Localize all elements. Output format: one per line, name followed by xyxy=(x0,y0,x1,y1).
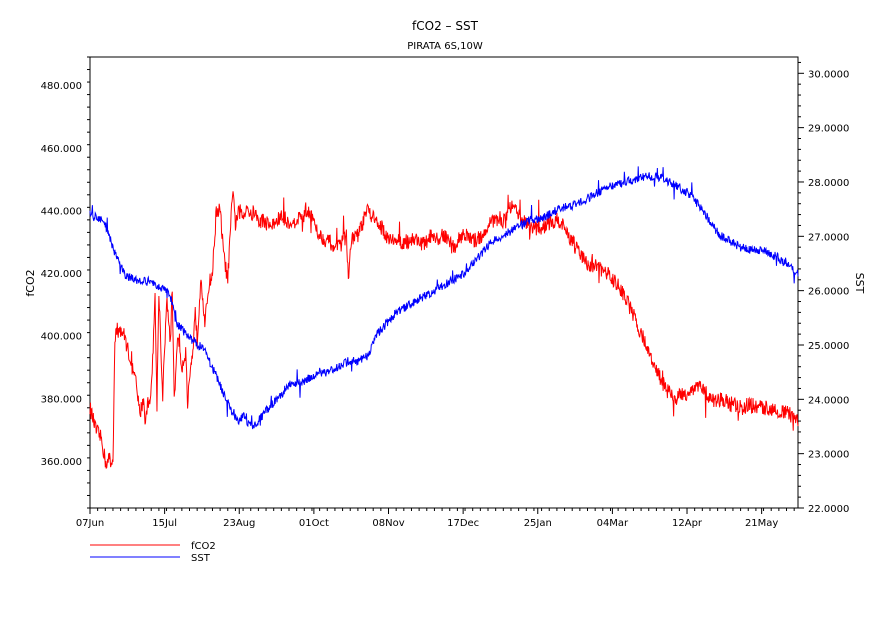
x-tick-label: 07Jun xyxy=(76,518,104,529)
right-tick-label: 24.0000 xyxy=(808,395,849,406)
x-tick-label: 01Oct xyxy=(299,518,329,529)
x-axis: 07Jun 15Jul 23Aug 01Oct 08Nov 17Dec 25Jan 04Mar… xyxy=(76,508,795,529)
x-tick-label: 15Jul xyxy=(152,518,177,529)
chart-subtitle: PIRATA 6S,10W xyxy=(407,41,483,52)
x-tick-label: 21May xyxy=(745,518,778,529)
right-tick-label: 22.0000 xyxy=(808,504,849,515)
chart-title: fCO2 – SST xyxy=(412,19,479,33)
right-tick-label: 29.0000 xyxy=(808,124,849,135)
right-axis-label: SST xyxy=(853,273,866,294)
right-tick-label: 23.0000 xyxy=(808,450,849,461)
legend-label-fco2: fCO2 xyxy=(191,541,216,552)
right-tick-label: 27.0000 xyxy=(808,232,849,243)
x-tick-label: 17Dec xyxy=(447,518,479,529)
x-tick-label: 23Aug xyxy=(223,518,255,529)
legend: fCO2 SST xyxy=(90,541,216,564)
right-axis: 22.0000 23.0000 24.0000 25.0000 26.0000 27.00… xyxy=(798,61,849,515)
left-tick-label: 420.000 xyxy=(41,269,82,280)
series-layer xyxy=(89,166,799,470)
x-tick-label: 04Mar xyxy=(597,518,629,529)
right-tick-label: 25.0000 xyxy=(808,341,849,352)
left-axis: 360.000 380.000 400.000 420.000 440.000 460.0… xyxy=(41,56,90,509)
left-axis-label: fCO2 xyxy=(24,269,37,296)
left-tick-label: 360.000 xyxy=(41,457,82,468)
left-tick-label: 400.000 xyxy=(41,332,82,343)
right-tick-label: 26.0000 xyxy=(808,287,849,298)
right-tick-label: 30.0000 xyxy=(808,69,849,80)
right-tick-label: 28.0000 xyxy=(808,178,849,189)
left-tick-label: 380.000 xyxy=(41,394,82,405)
series-line-sst xyxy=(89,166,799,430)
plot-frame xyxy=(89,56,799,509)
x-tick-label: 08Nov xyxy=(372,518,404,529)
left-tick-label: 480.000 xyxy=(41,81,82,92)
left-tick-label: 440.000 xyxy=(41,206,82,217)
legend-label-sst: SST xyxy=(191,553,211,564)
x-tick-label: 12Apr xyxy=(672,518,703,529)
series-line-fco2 xyxy=(89,191,799,470)
x-tick-label: 25Jan xyxy=(524,518,552,529)
left-tick-label: 460.000 xyxy=(41,144,82,155)
